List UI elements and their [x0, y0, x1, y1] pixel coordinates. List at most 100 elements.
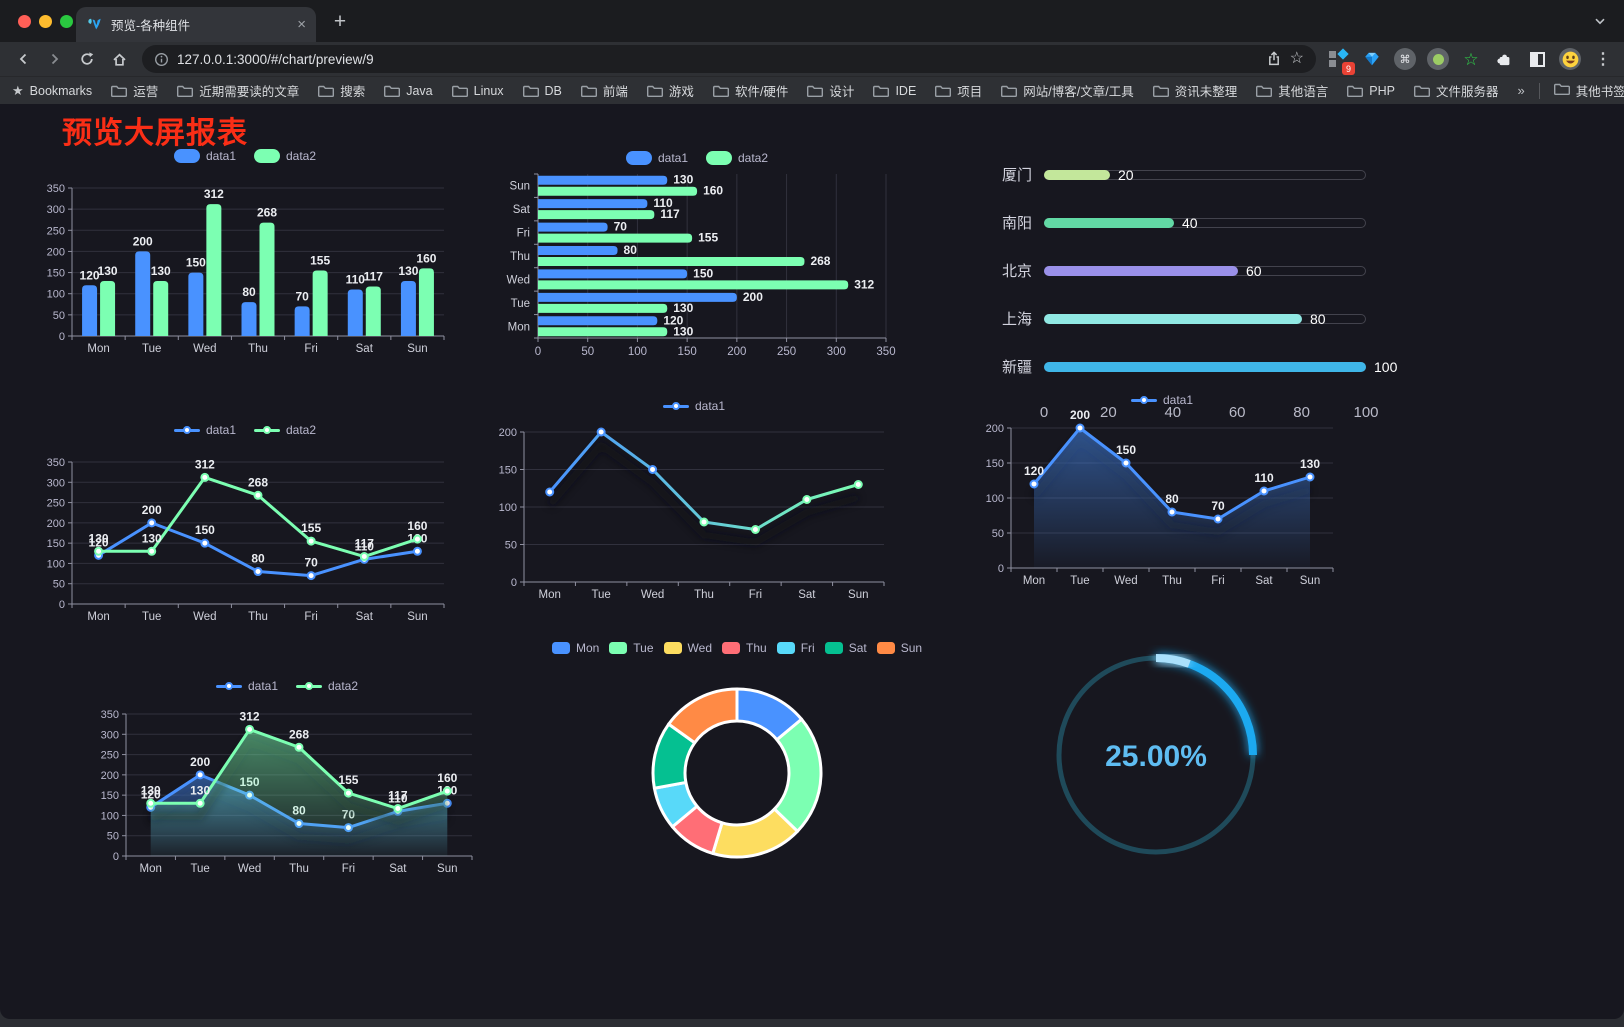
- legend-item[interactable]: data2: [706, 151, 768, 165]
- legend-item[interactable]: data1: [173, 149, 236, 163]
- forward-button[interactable]: [40, 45, 70, 73]
- site-info-icon[interactable]: [154, 52, 169, 67]
- bookmarks-manager-item[interactable]: ★ Bookmarks: [12, 83, 92, 99]
- chart-legend[interactable]: data1 data2: [90, 676, 484, 696]
- minimize-window-button[interactable]: [39, 15, 52, 28]
- svg-text:100: 100: [986, 493, 1004, 505]
- browser-tab[interactable]: 预览-各种组件 ×: [76, 7, 316, 42]
- legend-item[interactable]: data2: [254, 423, 316, 437]
- chart-progress-circle[interactable]: 25.00%: [1046, 645, 1266, 865]
- chart-legend[interactable]: data1 data2: [492, 148, 902, 168]
- bookmark-item[interactable]: DB: [522, 81, 562, 100]
- bookmarks-overflow-chevron[interactable]: »: [1517, 83, 1525, 98]
- address-bar[interactable]: 127.0.0.1:3000/#/chart/preview/9 ☆: [142, 45, 1316, 73]
- home-button[interactable]: [104, 45, 134, 73]
- legend-item[interactable]: data2: [254, 149, 316, 163]
- close-window-button[interactable]: [18, 15, 31, 28]
- legend-item[interactable]: Mon: [551, 641, 599, 655]
- progress-row[interactable]: 上海 80: [986, 308, 1366, 329]
- legend-item[interactable]: data1: [625, 151, 688, 165]
- reading-mode-icon[interactable]: [1524, 46, 1550, 72]
- extensions-puzzle-icon[interactable]: [1491, 46, 1517, 72]
- chart-area-line[interactable]: data1 0 50 100 150 200 Mon Tue Wed Thu Fri Sat Sun 12…: [981, 390, 1343, 596]
- bookmark-item[interactable]: 文件服务器: [1413, 81, 1498, 100]
- bookmark-item[interactable]: Java: [384, 81, 433, 100]
- doughnut-chart-canvas[interactable]: [552, 658, 922, 874]
- chart-legend[interactable]: data1: [490, 396, 898, 416]
- legend-label: Wed: [687, 641, 712, 655]
- line-chart-canvas[interactable]: 0 50 100 150 200 250 300 350 Mon Tue Wed Thu Fri Sat S…: [36, 440, 454, 630]
- bookmark-item[interactable]: PHP: [1347, 81, 1395, 100]
- progress-row[interactable]: 新疆 100: [986, 356, 1397, 377]
- column-chart-canvas[interactable]: 0 50 100 150 200 250 300 350 Mon Tue Wed Thu Fri Sat S…: [36, 166, 454, 360]
- bookmark-item[interactable]: 软件/硬件: [712, 81, 788, 100]
- legend-circle-marker: [305, 682, 313, 690]
- chart-progress-bars[interactable]: 厦门 20 南阳 40 北京 60 上海 80 新疆 100 0 20 40 60 80 100: [986, 154, 1397, 422]
- legend-item[interactable]: data1: [1130, 393, 1193, 407]
- legend-item[interactable]: Thu: [722, 641, 767, 655]
- chart-grouped-column[interactable]: data1 data2 0 50 100 150 200 250 300 350 Mon Tue Wed…: [36, 146, 454, 362]
- bookmark-item[interactable]: IDE: [873, 81, 916, 100]
- bookmark-item[interactable]: 运营: [111, 81, 158, 100]
- chart-legend[interactable]: data1: [981, 390, 1343, 410]
- reload-button[interactable]: [72, 45, 102, 73]
- bookmark-star-icon[interactable]: ☆: [1289, 50, 1304, 67]
- legend-item[interactable]: Sat: [824, 641, 867, 655]
- legend-item[interactable]: Fri: [776, 641, 815, 655]
- legend-item[interactable]: data1: [215, 679, 278, 693]
- line-chart-canvas[interactable]: 0 50 100 150 200 250 300 350 Mon Tue Wed Thu Fri Sat S…: [90, 696, 484, 884]
- bookmark-item[interactable]: Linux: [451, 81, 504, 100]
- close-tab-icon[interactable]: ×: [297, 16, 306, 33]
- line-chart-canvas[interactable]: 0 50 100 150 200 Mon Tue Wed Thu Fri Sat Sun 120 200 1…: [981, 408, 1343, 594]
- legend-item[interactable]: data1: [173, 423, 236, 437]
- maximize-window-button[interactable]: [60, 15, 73, 28]
- bookmark-item[interactable]: 项目: [935, 81, 982, 100]
- svg-text:Thu: Thu: [510, 251, 530, 263]
- green-star-extension-icon[interactable]: ☆: [1463, 49, 1479, 69]
- legend-item[interactable]: Wed: [663, 641, 712, 655]
- tab-search-chevron-icon[interactable]: [1592, 13, 1608, 34]
- gem-extension-icon[interactable]: [1359, 46, 1385, 72]
- folder-icon: [1152, 85, 1169, 97]
- chart-legend[interactable]: Mon Tue Wed Thu Fri Sat Sun: [551, 638, 922, 658]
- svg-text:110: 110: [1254, 471, 1274, 485]
- legend-item[interactable]: data2: [296, 679, 358, 693]
- share-icon[interactable]: [1266, 51, 1282, 67]
- bookmark-item[interactable]: 近期需要读的文章: [177, 81, 299, 100]
- chart-gradient-line[interactable]: data1 0 50 100 150 200 Mon Tue Wed Thu Fri Sat Sun: [490, 396, 898, 610]
- legend-item[interactable]: Tue: [609, 641, 654, 655]
- chart-grouped-bar-horizontal[interactable]: data1 data2 0 50 100 150 200 250 300 350 Sun Sat Fri…: [492, 148, 902, 366]
- bookmark-item[interactable]: 前端: [580, 81, 628, 100]
- bookmark-item[interactable]: 游戏: [646, 81, 694, 100]
- chart-two-area-lines[interactable]: data1 data2 0 50 100 150 200 250 300 350 Mon Tue Wed…: [90, 676, 484, 886]
- progress-row[interactable]: 南阳 40: [986, 212, 1366, 233]
- bookmark-item[interactable]: 设计: [807, 81, 854, 100]
- progress-row[interactable]: 北京 60: [986, 260, 1366, 281]
- command-extension-icon[interactable]: ⌘: [1392, 46, 1418, 72]
- chart-legend[interactable]: data1 data2: [36, 146, 454, 166]
- emoji-extension-icon[interactable]: [1557, 46, 1583, 72]
- bar-chart-canvas[interactable]: 0 50 100 150 200 250 300 350 Sun Sat Fri Thu Wed Tue M…: [492, 168, 902, 364]
- chart-doughnut[interactable]: Mon Tue Wed Thu Fri Sat Sun: [551, 638, 922, 878]
- line-chart-canvas[interactable]: 0 50 100 150 200 Mon Tue Wed Thu Fri Sat Sun: [490, 416, 898, 608]
- chart-legend[interactable]: data1 data2: [36, 420, 454, 440]
- legend-item[interactable]: Sun: [876, 641, 922, 655]
- back-button[interactable]: [8, 45, 38, 73]
- legend-item[interactable]: data1: [662, 399, 725, 413]
- bookmark-item[interactable]: 搜索: [318, 81, 365, 100]
- progress-row[interactable]: 厦门 20: [986, 164, 1366, 185]
- gauge-canvas[interactable]: 25.00%: [1046, 645, 1266, 865]
- chart-multi-line[interactable]: data1 data2 0 50 100 150 200 250 300 350 Mon Tue Wed…: [36, 420, 454, 632]
- url-text[interactable]: 127.0.0.1:3000/#/chart/preview/9: [177, 51, 374, 67]
- bookmark-item[interactable]: 网站/博客/文章/工具: [1001, 81, 1134, 100]
- svg-text:110: 110: [355, 539, 375, 553]
- new-tab-button[interactable]: +: [333, 10, 347, 33]
- browser-menu-icon[interactable]: ⋮: [1595, 51, 1611, 68]
- green-dot-extension-icon[interactable]: [1425, 46, 1451, 72]
- other-bookmarks-folder[interactable]: 其他书签: [1553, 81, 1624, 100]
- svg-text:268: 268: [248, 475, 268, 489]
- legend-swatch: [876, 642, 895, 654]
- bookmark-item[interactable]: 资讯未整理: [1152, 81, 1237, 100]
- tampermonkey-extension-icon[interactable]: 9: [1326, 46, 1355, 75]
- bookmark-item[interactable]: 其他语言: [1256, 81, 1328, 100]
